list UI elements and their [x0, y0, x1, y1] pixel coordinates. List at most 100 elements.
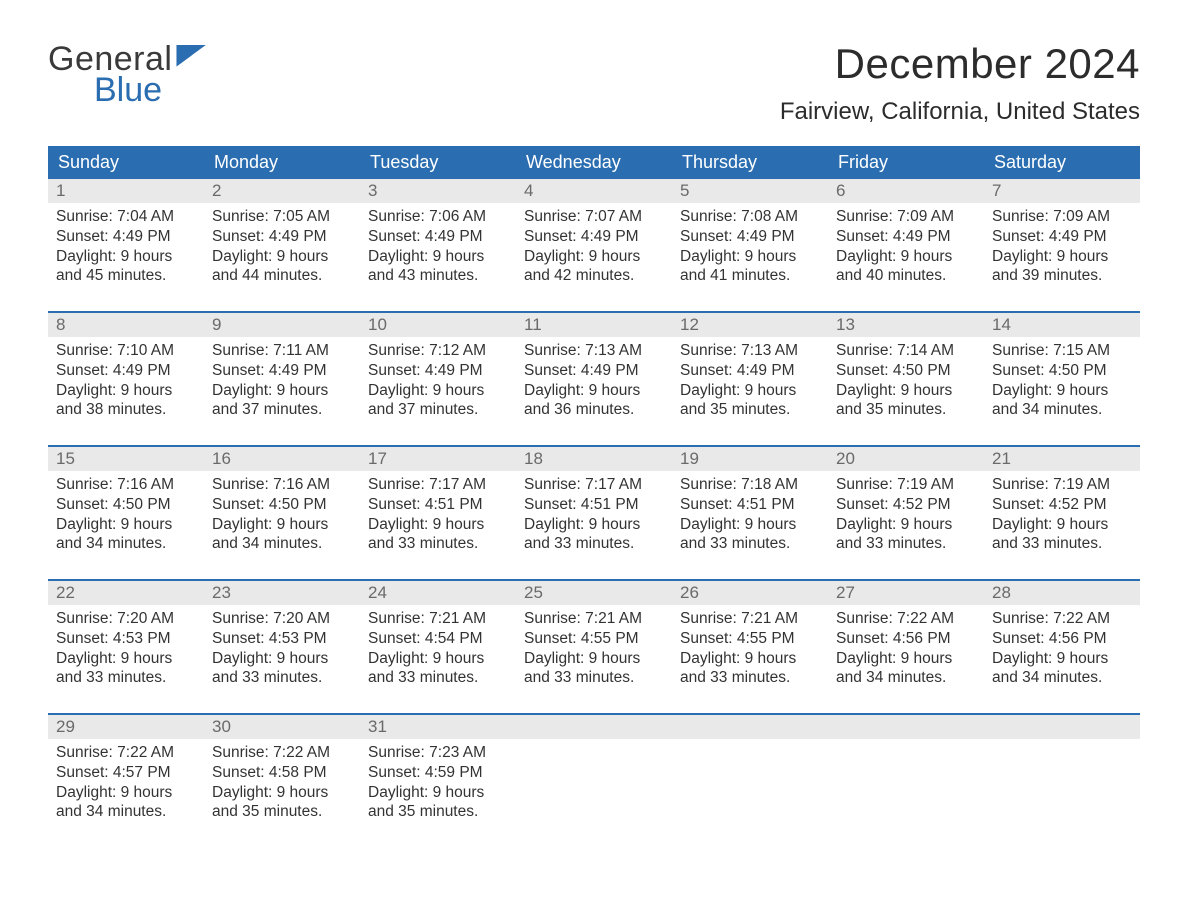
- day-cell: Sunrise: 7:21 AMSunset: 4:55 PMDaylight:…: [516, 605, 672, 691]
- sunrise-text: Sunrise: 7:22 AM: [212, 743, 352, 763]
- day-cell: Sunrise: 7:21 AMSunset: 4:55 PMDaylight:…: [672, 605, 828, 691]
- daylight-text-2: and 44 minutes.: [212, 266, 352, 286]
- date-number: 5: [672, 179, 828, 203]
- sunset-text: Sunset: 4:54 PM: [368, 629, 508, 649]
- week-block: 15161718192021Sunrise: 7:16 AMSunset: 4:…: [48, 445, 1140, 557]
- sunrise-text: Sunrise: 7:13 AM: [680, 341, 820, 361]
- date-number: 3: [360, 179, 516, 203]
- daylight-text-1: Daylight: 9 hours: [524, 381, 664, 401]
- daylight-text-1: Daylight: 9 hours: [56, 381, 196, 401]
- sunset-text: Sunset: 4:49 PM: [212, 227, 352, 247]
- date-number: 8: [48, 313, 204, 337]
- day-cell: Sunrise: 7:04 AMSunset: 4:49 PMDaylight:…: [48, 203, 204, 289]
- title-block: December 2024 Fairview, California, Unit…: [780, 40, 1140, 140]
- sunset-text: Sunset: 4:55 PM: [524, 629, 664, 649]
- date-number-row: 891011121314: [48, 313, 1140, 337]
- sunrise-text: Sunrise: 7:21 AM: [680, 609, 820, 629]
- sunset-text: Sunset: 4:49 PM: [836, 227, 976, 247]
- daylight-text-2: and 40 minutes.: [836, 266, 976, 286]
- info-row: Sunrise: 7:10 AMSunset: 4:49 PMDaylight:…: [48, 337, 1140, 423]
- flag-icon: [176, 45, 206, 67]
- day-cell: Sunrise: 7:18 AMSunset: 4:51 PMDaylight:…: [672, 471, 828, 557]
- date-number: 24: [360, 581, 516, 605]
- date-number: 19: [672, 447, 828, 471]
- day-cell: Sunrise: 7:10 AMSunset: 4:49 PMDaylight:…: [48, 337, 204, 423]
- daylight-text-2: and 43 minutes.: [368, 266, 508, 286]
- sunset-text: Sunset: 4:57 PM: [56, 763, 196, 783]
- sunrise-text: Sunrise: 7:09 AM: [992, 207, 1132, 227]
- sunset-text: Sunset: 4:56 PM: [992, 629, 1132, 649]
- daylight-text-1: Daylight: 9 hours: [56, 247, 196, 267]
- daylight-text-1: Daylight: 9 hours: [368, 515, 508, 535]
- date-number: [984, 715, 1140, 739]
- date-number: 9: [204, 313, 360, 337]
- date-number: 12: [672, 313, 828, 337]
- date-number: 4: [516, 179, 672, 203]
- daylight-text-1: Daylight: 9 hours: [680, 649, 820, 669]
- day-cell: Sunrise: 7:22 AMSunset: 4:56 PMDaylight:…: [828, 605, 984, 691]
- daylight-text-1: Daylight: 9 hours: [368, 783, 508, 803]
- sunset-text: Sunset: 4:53 PM: [56, 629, 196, 649]
- day-cell: Sunrise: 7:19 AMSunset: 4:52 PMDaylight:…: [984, 471, 1140, 557]
- daylight-text-1: Daylight: 9 hours: [524, 515, 664, 535]
- day-cell: Sunrise: 7:09 AMSunset: 4:49 PMDaylight:…: [984, 203, 1140, 289]
- sunset-text: Sunset: 4:51 PM: [368, 495, 508, 515]
- sunset-text: Sunset: 4:55 PM: [680, 629, 820, 649]
- daylight-text-2: and 34 minutes.: [56, 802, 196, 822]
- daylight-text-2: and 39 minutes.: [992, 266, 1132, 286]
- daylight-text-2: and 34 minutes.: [56, 534, 196, 554]
- week-block: 1234567Sunrise: 7:04 AMSunset: 4:49 PMDa…: [48, 179, 1140, 289]
- daylight-text-2: and 33 minutes.: [680, 534, 820, 554]
- daylight-text-1: Daylight: 9 hours: [680, 247, 820, 267]
- daylight-text-1: Daylight: 9 hours: [680, 381, 820, 401]
- daylight-text-2: and 33 minutes.: [992, 534, 1132, 554]
- day-cell: Sunrise: 7:17 AMSunset: 4:51 PMDaylight:…: [516, 471, 672, 557]
- daylight-text-2: and 38 minutes.: [56, 400, 196, 420]
- sunrise-text: Sunrise: 7:06 AM: [368, 207, 508, 227]
- daylight-text-1: Daylight: 9 hours: [212, 515, 352, 535]
- sunset-text: Sunset: 4:51 PM: [524, 495, 664, 515]
- daylight-text-1: Daylight: 9 hours: [992, 649, 1132, 669]
- weekday-header: Saturday: [984, 146, 1140, 179]
- sunrise-text: Sunrise: 7:20 AM: [212, 609, 352, 629]
- daylight-text-1: Daylight: 9 hours: [212, 783, 352, 803]
- date-number: 26: [672, 581, 828, 605]
- sunset-text: Sunset: 4:50 PM: [992, 361, 1132, 381]
- sunset-text: Sunset: 4:50 PM: [212, 495, 352, 515]
- sunrise-text: Sunrise: 7:10 AM: [56, 341, 196, 361]
- sunrise-text: Sunrise: 7:22 AM: [56, 743, 196, 763]
- date-number: 21: [984, 447, 1140, 471]
- logo-word-blue: Blue: [94, 71, 206, 110]
- daylight-text-1: Daylight: 9 hours: [212, 649, 352, 669]
- date-number: 11: [516, 313, 672, 337]
- info-row: Sunrise: 7:16 AMSunset: 4:50 PMDaylight:…: [48, 471, 1140, 557]
- sunrise-text: Sunrise: 7:22 AM: [992, 609, 1132, 629]
- daylight-text-2: and 34 minutes.: [992, 400, 1132, 420]
- daylight-text-2: and 35 minutes.: [212, 802, 352, 822]
- sunset-text: Sunset: 4:59 PM: [368, 763, 508, 783]
- weekday-header: Friday: [828, 146, 984, 179]
- daylight-text-2: and 33 minutes.: [368, 668, 508, 688]
- sunrise-text: Sunrise: 7:16 AM: [56, 475, 196, 495]
- week-block: 293031Sunrise: 7:22 AMSunset: 4:57 PMDay…: [48, 713, 1140, 825]
- location-subtitle: Fairview, California, United States: [780, 98, 1140, 126]
- daylight-text-1: Daylight: 9 hours: [368, 381, 508, 401]
- daylight-text-1: Daylight: 9 hours: [992, 247, 1132, 267]
- day-cell: Sunrise: 7:14 AMSunset: 4:50 PMDaylight:…: [828, 337, 984, 423]
- day-cell: [516, 739, 672, 825]
- sunrise-text: Sunrise: 7:11 AM: [212, 341, 352, 361]
- daylight-text-1: Daylight: 9 hours: [836, 649, 976, 669]
- date-number-row: 293031: [48, 715, 1140, 739]
- daylight-text-1: Daylight: 9 hours: [836, 247, 976, 267]
- daylight-text-2: and 34 minutes.: [992, 668, 1132, 688]
- date-number: [516, 715, 672, 739]
- daylight-text-2: and 45 minutes.: [56, 266, 196, 286]
- date-number: [672, 715, 828, 739]
- daylight-text-2: and 35 minutes.: [680, 400, 820, 420]
- daylight-text-2: and 42 minutes.: [524, 266, 664, 286]
- date-number: 20: [828, 447, 984, 471]
- sunrise-text: Sunrise: 7:17 AM: [368, 475, 508, 495]
- daylight-text-1: Daylight: 9 hours: [56, 783, 196, 803]
- date-number: 13: [828, 313, 984, 337]
- info-row: Sunrise: 7:04 AMSunset: 4:49 PMDaylight:…: [48, 203, 1140, 289]
